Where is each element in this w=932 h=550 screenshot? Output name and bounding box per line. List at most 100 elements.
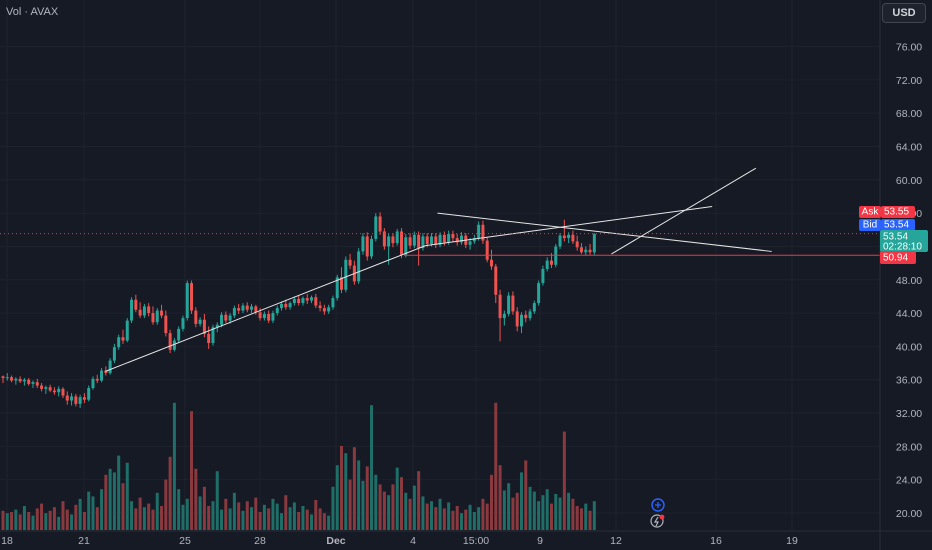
ask-price-label-bg: [881, 206, 915, 218]
candle-body: [61, 388, 65, 396]
volume-bar: [335, 465, 339, 530]
volume-bar: [48, 510, 52, 530]
plus-icon: [655, 502, 661, 508]
candle-body: [537, 283, 541, 304]
trend-line[interactable]: [437, 212, 772, 252]
price-tick-label: 76.00: [896, 42, 922, 54]
price-tick-label: 36.00: [896, 375, 922, 387]
candle-body: [310, 297, 314, 301]
candle-body: [160, 310, 164, 316]
candle-body: [430, 236, 433, 244]
candle-body: [241, 305, 245, 311]
timeline-badges[interactable]: [650, 498, 665, 528]
candle-body: [421, 236, 425, 249]
price-tick-label: 20.00: [896, 508, 922, 520]
candle-body: [494, 266, 498, 295]
candle-body: [224, 314, 228, 321]
candle-body: [258, 312, 262, 319]
candle-body: [207, 333, 211, 344]
candle-body: [489, 259, 493, 267]
time-axis[interactable]: 18 21 25 28 Dec 4 15:00 9 12 16 19: [0, 530, 932, 547]
bid-price-label-bg: [881, 219, 915, 231]
volume-bar: [305, 509, 309, 530]
projection-line[interactable]: [611, 167, 757, 255]
trend-line[interactable]: [105, 245, 426, 372]
volume-bar: [82, 512, 86, 530]
candle-body: [215, 324, 219, 328]
price-tick-label: 40.00: [896, 341, 922, 353]
candle-body: [434, 236, 438, 245]
candle-body: [477, 224, 481, 239]
volume-bar: [91, 496, 95, 530]
candle-body: [438, 234, 442, 245]
price-tick-label: 44.00: [896, 308, 922, 320]
candle-body: [164, 315, 168, 334]
volume-bar: [134, 508, 138, 530]
time-tick-label: 18: [1, 535, 13, 547]
volume-bar: [588, 510, 592, 530]
volume-bar: [245, 501, 249, 530]
candle-body: [567, 234, 571, 239]
candle-body: [395, 231, 399, 244]
candle-body: [485, 240, 489, 260]
time-tick-label: 9: [537, 535, 543, 547]
price-candles: [1, 212, 596, 409]
candle-body: [344, 259, 348, 290]
volume-bar: [374, 474, 378, 530]
candle-body: [147, 306, 151, 314]
volume-bar: [27, 512, 31, 530]
currency-selector-button[interactable]: USD: [882, 3, 926, 23]
price-axis[interactable]: 76.0072.0068.0064.0060.0056.0052.0048.00…: [879, 0, 922, 550]
candle-body: [451, 233, 455, 239]
volume-bar: [95, 507, 99, 530]
volume-bar: [468, 504, 472, 530]
candle-body: [185, 283, 189, 319]
candle-body: [138, 309, 142, 316]
drawing-tools[interactable]: [0, 167, 880, 372]
trend-line[interactable]: [425, 205, 713, 247]
volume-bar: [442, 508, 446, 530]
candle-body: [327, 307, 331, 312]
candle-body: [177, 328, 181, 341]
volume-bar: [370, 405, 374, 530]
candle-body: [5, 377, 9, 379]
volume-bar: [498, 465, 502, 530]
candle-body: [262, 313, 266, 319]
candle-body: [267, 313, 271, 321]
volume-bar: [322, 513, 326, 530]
volume-bar: [511, 497, 515, 530]
candle-body: [134, 299, 138, 310]
volume-bar: [185, 498, 189, 530]
volume-bar: [207, 506, 211, 530]
volume-bar: [314, 500, 318, 530]
candle-body: [44, 387, 48, 389]
candle-body: [348, 259, 352, 266]
candle-body: [447, 233, 451, 243]
volume-bar: [262, 504, 266, 530]
volume-bar: [395, 467, 399, 530]
candle-body: [275, 308, 279, 314]
candle-body: [130, 299, 134, 321]
candle-body: [425, 236, 429, 244]
volume-bar: [147, 503, 151, 530]
candle-body: [237, 308, 241, 311]
volume-bar: [408, 498, 412, 530]
volume-bar: [288, 507, 292, 530]
candle-body: [322, 308, 326, 312]
candle-body: [288, 303, 292, 308]
volume-bar: [459, 513, 463, 530]
volume-bar: [121, 483, 125, 530]
volume-bar: [554, 494, 558, 530]
volume-bar: [558, 497, 562, 530]
candle-body: [558, 235, 562, 247]
candle-body: [65, 395, 69, 401]
volume-bar: [5, 513, 9, 530]
volume-bar: [215, 471, 219, 530]
candle-body: [579, 247, 583, 253]
volume-bar: [172, 402, 176, 530]
volume-bar: [361, 480, 365, 530]
candle-body: [35, 382, 39, 386]
candle-body: [562, 235, 566, 239]
volume-bar: [382, 491, 386, 530]
